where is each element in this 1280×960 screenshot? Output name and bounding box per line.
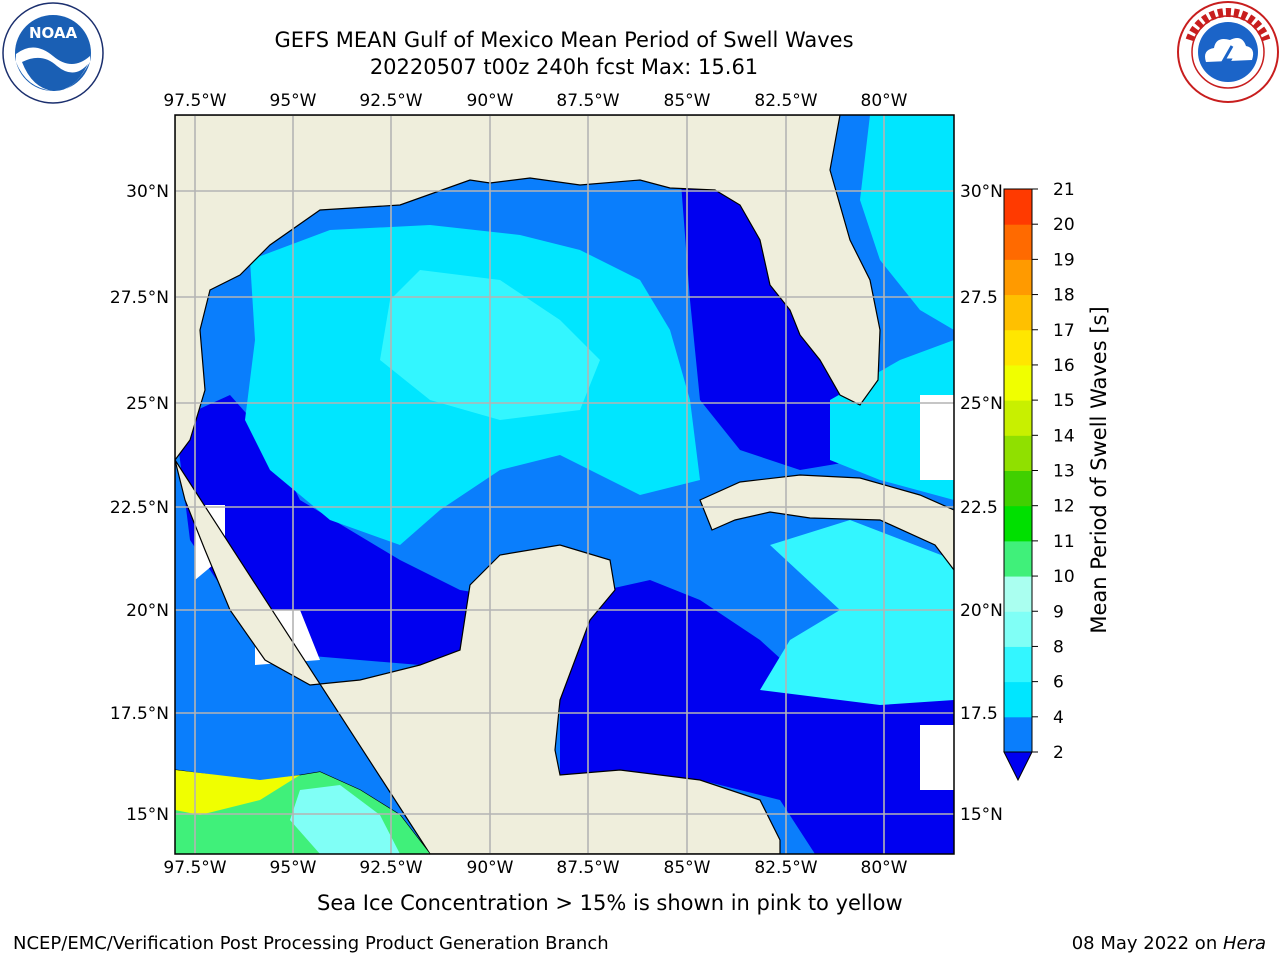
colorbar-tick-label: 11	[1053, 532, 1075, 552]
lon-label: 92.5°W	[359, 91, 422, 111]
lon-label: 80°W	[861, 91, 908, 111]
nws-logo	[1177, 1, 1279, 103]
colorbar-segment	[1004, 259, 1032, 296]
colorbar-tick-label: 9	[1053, 602, 1064, 622]
colorbar-tick-label: 14	[1053, 426, 1075, 446]
chart-title: GEFS MEAN Gulf of Mexico Mean Period of …	[274, 28, 854, 52]
lat-label: 22.5°N	[110, 498, 169, 518]
colorbar-segment	[1004, 364, 1032, 401]
colorbar-tick-label: 13	[1053, 462, 1075, 482]
colorbar-tick-label: 8	[1053, 637, 1064, 657]
pacific-swell-region-mid	[290, 785, 400, 854]
footer-host: Hera	[1222, 933, 1266, 954]
colorbar-tick-label: 16	[1053, 356, 1075, 376]
colorbar-tick-label: 12	[1053, 497, 1075, 517]
colorbar-tick-label: 18	[1053, 286, 1075, 306]
lat-label: 15°N	[126, 805, 169, 825]
lat-label: 20°N	[960, 601, 1003, 621]
colorbar: 2 4 6 8 9 10 11 12 13 14 15 16 17 18 19 20 21	[1003, 180, 1075, 782]
colorbar-tick-label: 10	[1053, 567, 1075, 587]
colorbar-segment	[1004, 540, 1032, 577]
lat-label: 27.5	[960, 288, 998, 308]
colorbar-tick-label: 2	[1053, 743, 1064, 763]
footer-date-text: 08 May 2022 on	[1071, 933, 1223, 954]
no-data-area	[920, 395, 954, 480]
colorbar-segment	[1004, 646, 1032, 683]
colorbar-segment	[1004, 224, 1032, 260]
lat-label: 17.5	[960, 704, 998, 724]
lon-label: 90°W	[467, 858, 514, 878]
lon-label: 80°W	[861, 858, 908, 878]
footer-date: 08 May 2022 on Hera	[1072, 933, 1266, 954]
colorbar-extend-arrow	[1003, 751, 1033, 782]
lat-label: 15°N	[960, 805, 1003, 825]
colorbar-label: Mean Period of Swell Waves [s]	[1087, 306, 1111, 633]
colorbar-tick-label: 17	[1053, 321, 1075, 341]
lat-label: 25°N	[126, 394, 169, 414]
colorbar-tick-label: 6	[1053, 673, 1064, 693]
noaa-logo-text: NOAA	[29, 24, 78, 42]
lon-label: 82.5°W	[754, 858, 817, 878]
colorbar-segment	[1004, 681, 1032, 718]
lat-label: 27.5°N	[110, 288, 169, 308]
lon-label: 92.5°W	[359, 858, 422, 878]
footer-branch: NCEP/EMC/Verification Post Processing Pr…	[13, 933, 609, 954]
lon-label: 97.5°W	[163, 91, 226, 111]
swell-region-high	[760, 520, 954, 705]
land-usa	[175, 115, 881, 461]
lon-label: 87.5°W	[556, 858, 619, 878]
colorbar-tick-label: 19	[1053, 250, 1075, 270]
lat-label: 22.5	[960, 498, 998, 518]
map-frame	[174, 114, 955, 855]
lon-label: 85°W	[664, 858, 711, 878]
colorbar-segment	[1004, 716, 1032, 753]
lon-label: 97.5°W	[163, 858, 226, 878]
swell-region-low	[560, 580, 954, 854]
lat-label: 20°N	[126, 601, 169, 621]
no-data-area	[920, 725, 954, 790]
lat-labels-right: 30°N 27.5 25°N 22.5 20°N 17.5 15°N	[960, 182, 1003, 825]
lat-label: 17.5°N	[110, 704, 169, 724]
colorbar-segment	[1004, 189, 1032, 225]
lat-label: 30°N	[960, 182, 1003, 202]
colorbar-segment	[1004, 470, 1032, 507]
map-gridlines	[175, 115, 954, 854]
colorbar-tick-label: 4	[1053, 708, 1064, 728]
colorbar-tick-label: 21	[1053, 180, 1075, 200]
lon-label: 85°W	[664, 91, 711, 111]
lat-labels-left: 30°N 27.5°N 25°N 22.5°N 20°N 17.5°N 15°N	[110, 182, 169, 825]
colorbar-tick-label: 15	[1053, 391, 1075, 411]
lon-label: 95°W	[270, 91, 317, 111]
colorbar-segment	[1004, 435, 1032, 471]
colorbar-segment	[1004, 329, 1032, 366]
colorbar-segment	[1004, 400, 1032, 436]
chart-subtitle: 20220507 t00z 240h fcst Max: 15.61	[369, 55, 759, 79]
sea-ice-caption: Sea Ice Concentration > 15% is shown in …	[317, 891, 903, 915]
lon-label: 95°W	[270, 858, 317, 878]
colorbar-segment	[1004, 576, 1032, 612]
lon-label: 90°W	[467, 91, 514, 111]
colorbar-segment	[1004, 294, 1032, 331]
land-cuba	[699, 474, 954, 571]
noaa-logo: NOAA	[2, 2, 104, 104]
lon-label: 87.5°W	[556, 91, 619, 111]
lon-labels-top: 97.5°W 95°W 92.5°W 90°W 87.5°W 85°W 82.5…	[163, 91, 907, 111]
lon-label: 82.5°W	[754, 91, 817, 111]
colorbar-segment	[1004, 505, 1032, 542]
colorbar-segment	[1004, 611, 1032, 647]
colorbar-tick-label: 20	[1053, 215, 1075, 235]
pacific-swell-region-high	[175, 770, 300, 815]
lon-labels-bottom: 97.5°W 95°W 92.5°W 90°W 87.5°W 85°W 82.5…	[163, 858, 907, 878]
lat-label: 25°N	[960, 394, 1003, 414]
lat-label: 30°N	[126, 182, 169, 202]
